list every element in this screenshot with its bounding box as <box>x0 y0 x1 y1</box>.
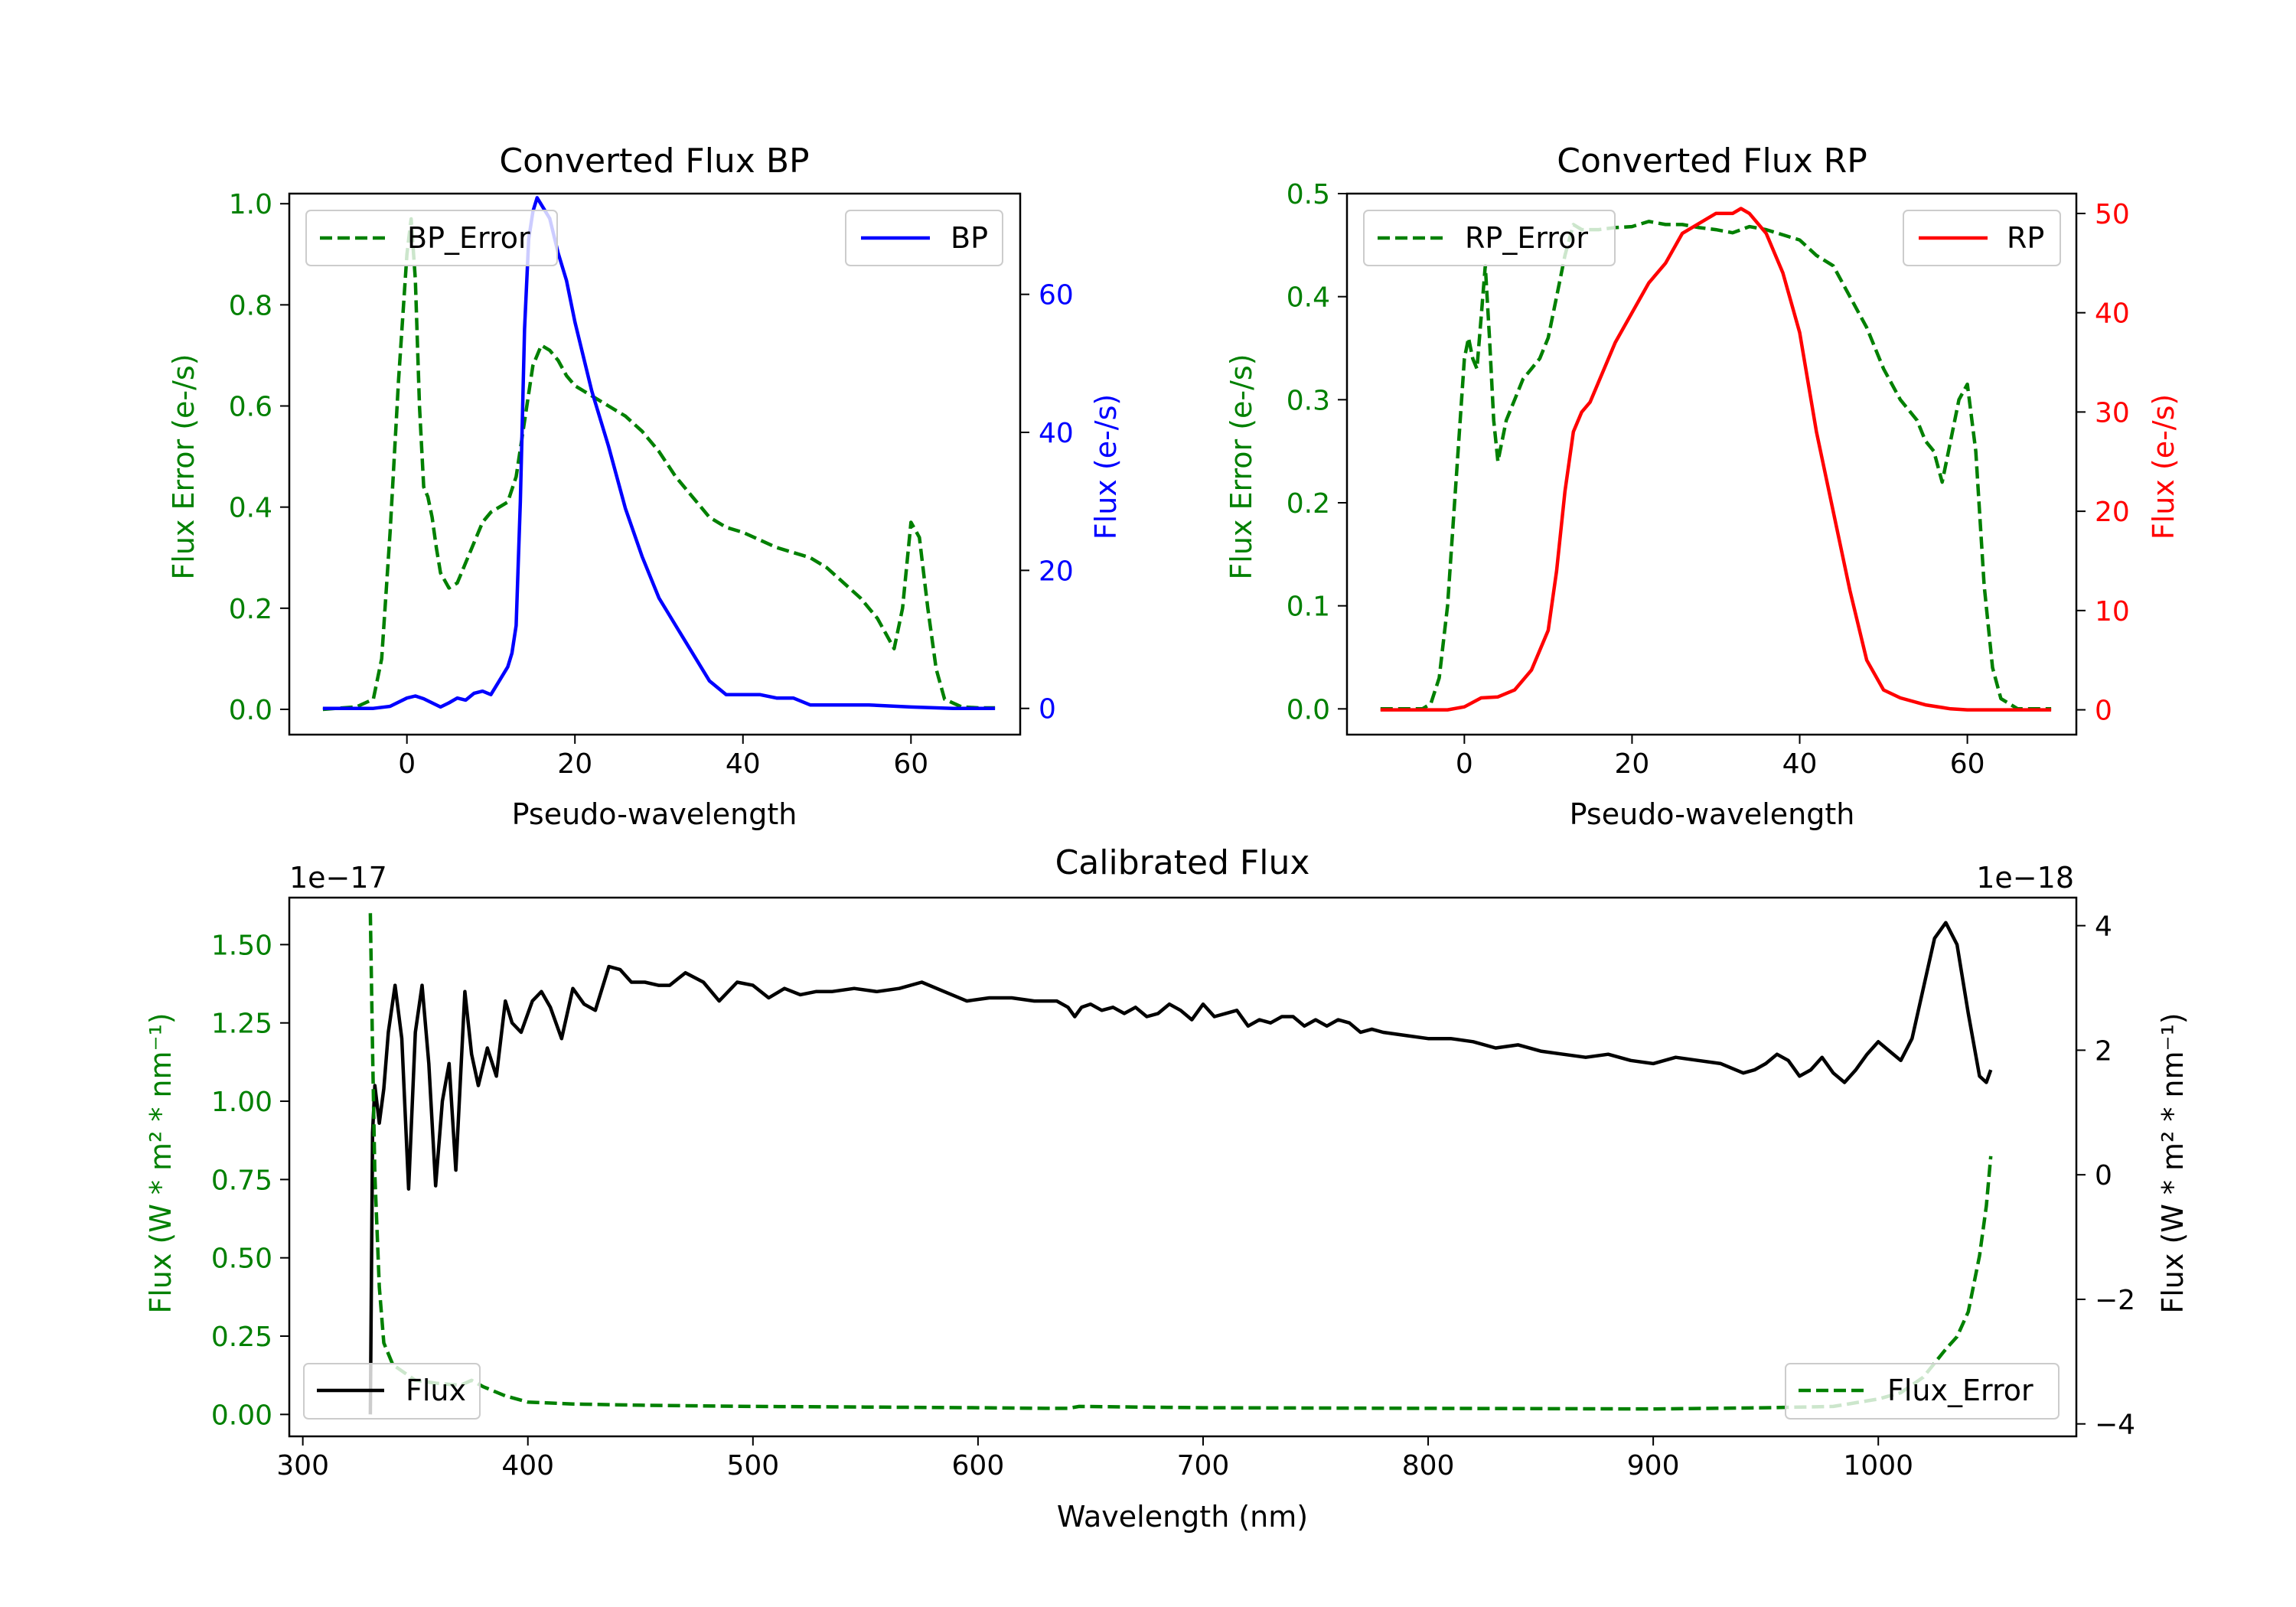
calibrated-right-y-tick-label: 4 <box>2095 911 2112 943</box>
bp-right-y-tick-label: 40 <box>1039 418 1074 449</box>
calibrated-left-y-tick-label: 0.25 <box>211 1322 272 1353</box>
calibrated-legend-right-label: Flux_Error <box>1887 1374 2033 1407</box>
calibrated-right-offset-text: 1e−18 <box>1976 861 2074 895</box>
rp-left-y-axis-label: Flux Error (e-/s) <box>1225 354 1258 579</box>
calibrated-right-y-tick-label: −4 <box>2095 1410 2135 1441</box>
calibrated-right-y-tick-label: 0 <box>2095 1160 2112 1191</box>
rp-title: Converted Flux RP <box>1557 142 1867 181</box>
rp-legend-right: RP <box>1903 210 2061 266</box>
rp-left-y-tick-label: 0.0 <box>1287 694 1330 725</box>
calibrated-title: Calibrated Flux <box>1055 843 1310 882</box>
rp-x-tick-label: 60 <box>1950 748 1985 780</box>
rp-right-y-tick-label: 10 <box>2095 596 2130 627</box>
rp-x-tick-label: 40 <box>1782 748 1818 780</box>
rp-right-y-tick-label: 40 <box>2095 298 2130 330</box>
calibrated-series-flux <box>368 921 1993 1415</box>
bp-x-tick-label: 20 <box>557 748 592 780</box>
rp-x-axis-label: Pseudo-wavelength <box>1570 797 1855 831</box>
rp-left-y-tick-label: 0.4 <box>1287 282 1330 314</box>
calibrated-left-y-axis-label: Flux (W * m² * nm⁻¹) <box>144 1012 178 1313</box>
bp-series-bp-error <box>322 217 996 712</box>
calibrated-legend-left-box <box>303 1363 481 1420</box>
bp-legend-right: BP <box>845 210 1003 266</box>
bp-legend-left-label: BP_Error <box>407 221 530 255</box>
calibrated-left-y-tick-label: 1.25 <box>211 1009 272 1040</box>
rp-series-rp <box>1380 207 2052 712</box>
rp-legend-left-box <box>1363 210 1616 266</box>
calibrated-right-y-tick-label: −2 <box>2095 1285 2135 1316</box>
bp-title: Converted Flux BP <box>499 142 809 181</box>
calibrated-left-y-tick-label: 1.00 <box>211 1087 272 1118</box>
bp-right-y-tick-label: 60 <box>1039 280 1074 311</box>
calibrated-legend-right: Flux_Error <box>1785 1363 2060 1420</box>
bp-left-y-tick-label: 0.8 <box>229 290 272 321</box>
rp-plot-area: 0 20 40 60 0.0 0.1 0.2 0.3 0.4 0.5 0 10 20 30 40 50 <box>1287 179 2130 780</box>
rp-right-y-tick-label: 0 <box>2095 696 2112 727</box>
calibrated-left-offset-text: 1e−17 <box>289 861 387 895</box>
rp-left-y-tick-label: 0.5 <box>1287 179 1330 210</box>
calibrated-x-axis-label: Wavelength (nm) <box>1057 1500 1308 1534</box>
bp-plot-area: 0 20 40 60 0.0 0.2 0.4 0.6 0.8 1.0 0 20 40 60 <box>229 189 1074 780</box>
rp-right-y-axis-label: Flux (e-/s) <box>2147 394 2180 539</box>
rp-left-y-tick-label: 0.2 <box>1287 488 1330 520</box>
bp-x-tick-label: 40 <box>726 748 761 780</box>
bp-left-y-axis-label: Flux Error (e-/s) <box>167 354 201 579</box>
rp-panel: Converted Flux RP 0 20 40 60 0.0 0.1 0.2 0.3 0.4… <box>1225 142 2180 831</box>
calibrated-x-tick-label: 500 <box>726 1450 779 1482</box>
calibrated-legend-left: Flux <box>303 1363 481 1420</box>
rp-legend-left-label: RP_Error <box>1465 221 1588 255</box>
calibrated-right-y-tick-label: 2 <box>2095 1035 2112 1067</box>
rp-right-y-tick-label: 20 <box>2095 497 2130 528</box>
bp-x-axis-label: Pseudo-wavelength <box>512 797 797 831</box>
bp-left-y-tick-label: 0.6 <box>229 392 272 423</box>
rp-left-y-tick-label: 0.3 <box>1287 385 1330 416</box>
bp-series-bp <box>322 196 996 710</box>
bp-x-tick-label: 60 <box>893 748 928 780</box>
calibrated-panel: Calibrated Flux 1e−17 1e−18 300 400 500 600… <box>144 843 2190 1534</box>
bp-axes-frame <box>288 192 1022 736</box>
bp-right-y-tick-label: 20 <box>1039 556 1074 587</box>
bp-panel: Converted Flux BP 0 20 40 60 0.0 0.2 0.4 0.6 0.8… <box>167 142 1123 831</box>
rp-x-tick-label: 20 <box>1615 748 1650 780</box>
rp-x-tick-label: 0 <box>1456 748 1473 780</box>
bp-left-y-tick-label: 0.2 <box>229 594 272 625</box>
rp-right-y-tick-label: 30 <box>2095 397 2130 429</box>
rp-series-rp-error <box>1380 220 2052 711</box>
bp-left-y-tick-label: 1.0 <box>229 189 272 220</box>
calibrated-x-tick-label: 300 <box>276 1450 329 1482</box>
calibrated-x-tick-label: 600 <box>952 1450 1005 1482</box>
calibrated-x-tick-label: 400 <box>501 1450 554 1482</box>
calibrated-left-y-tick-label: 0.50 <box>211 1244 272 1275</box>
bp-legend-left: BP_Error <box>305 210 558 266</box>
bp-left-y-tick-label: 0.4 <box>229 493 272 524</box>
calibrated-legend-left-label: Flux <box>406 1374 466 1407</box>
calibrated-left-y-tick-label: 1.50 <box>211 930 272 961</box>
bp-right-y-tick-label: 0 <box>1039 694 1056 725</box>
rp-left-y-tick-label: 0.1 <box>1287 592 1330 623</box>
rp-legend-left: RP_Error <box>1363 210 1616 266</box>
calibrated-x-tick-label: 1000 <box>1843 1450 1913 1482</box>
calibrated-x-tick-label: 900 <box>1627 1450 1680 1482</box>
calibrated-right-y-axis-label: Flux (W * m² * nm⁻¹) <box>2156 1012 2190 1313</box>
calibrated-left-y-tick-label: 0.00 <box>211 1400 272 1431</box>
bp-legend-left-box <box>305 210 558 266</box>
rp-legend-right-label: RP <box>2007 221 2044 255</box>
bp-right-y-axis-label: Flux (e-/s) <box>1089 394 1123 539</box>
bp-left-y-tick-label: 0.0 <box>229 695 272 726</box>
bp-x-tick-label: 0 <box>398 748 416 780</box>
calibrated-left-y-tick-label: 0.75 <box>211 1165 272 1196</box>
rp-axes-frame <box>1345 192 2078 736</box>
calibrated-x-tick-label: 700 <box>1177 1450 1230 1482</box>
calibrated-legend-right-box <box>1785 1363 2060 1420</box>
rp-right-y-tick-label: 50 <box>2095 199 2130 230</box>
calibrated-x-tick-label: 800 <box>1402 1450 1455 1482</box>
bp-legend-right-label: BP <box>951 221 988 255</box>
calibrated-axes-frame <box>288 896 2078 1438</box>
